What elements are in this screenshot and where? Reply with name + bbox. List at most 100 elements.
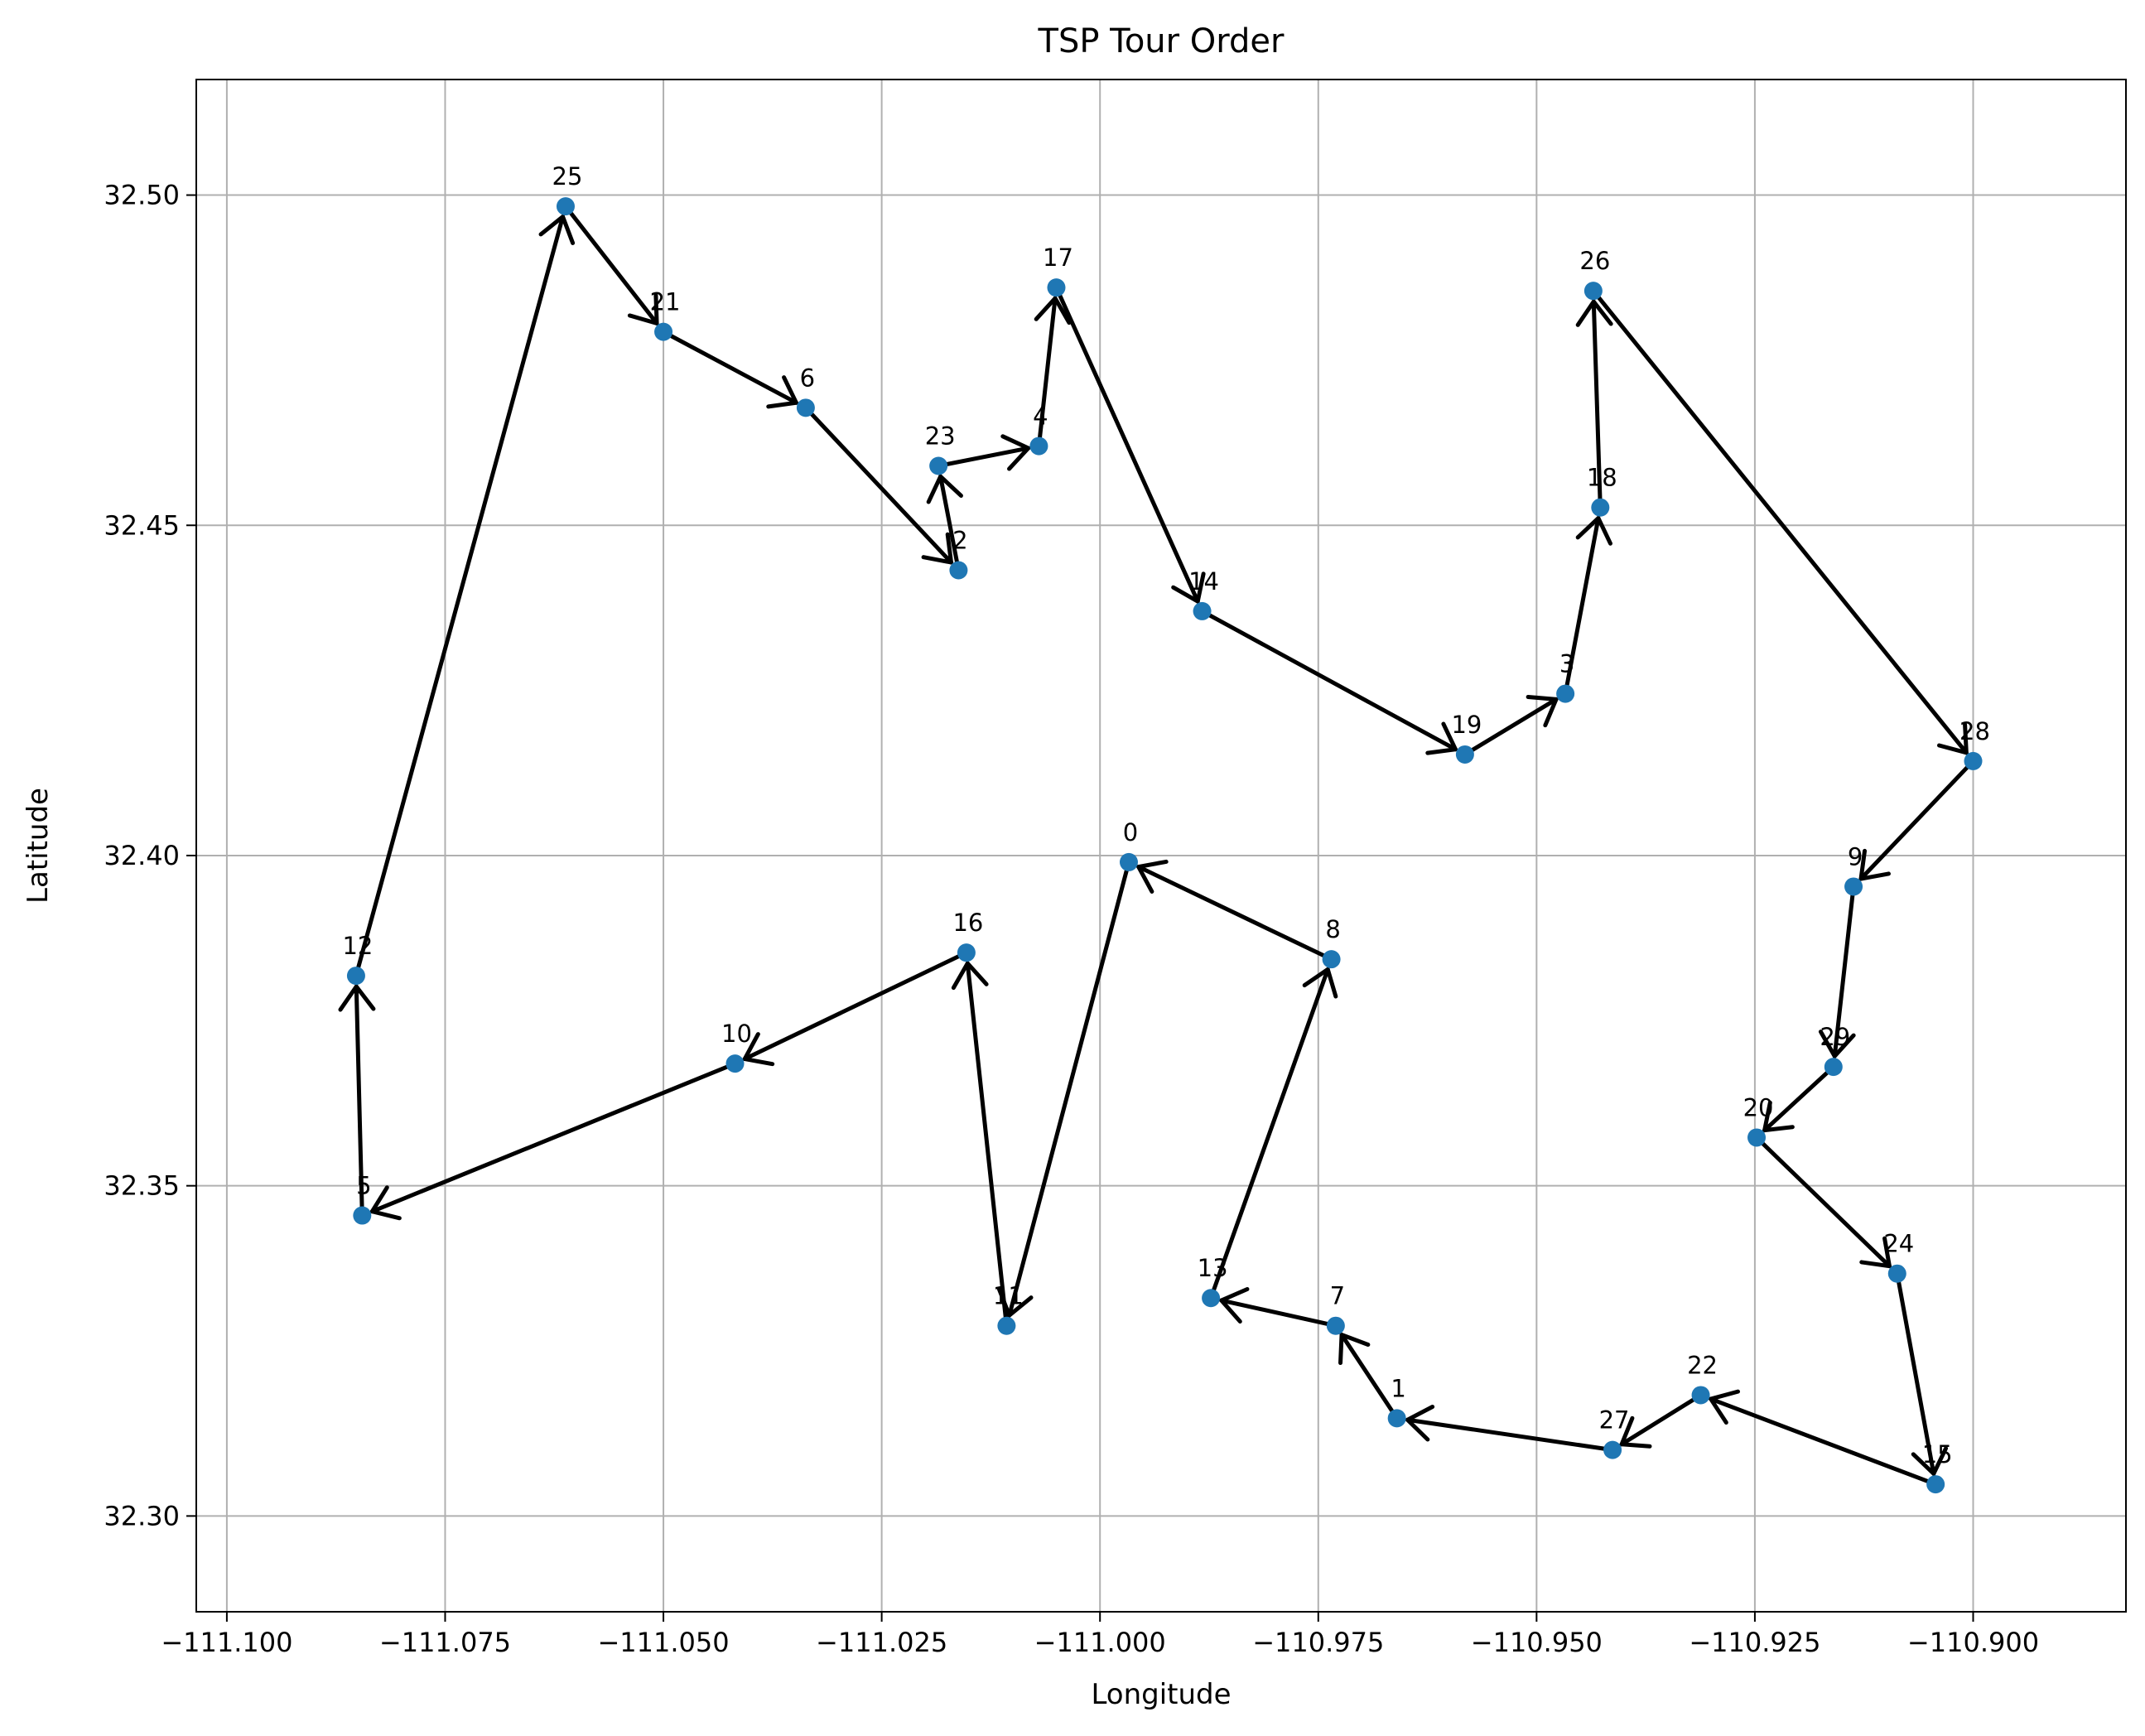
tour-arrowhead	[741, 1032, 775, 1067]
point-label: 18	[1587, 464, 1617, 492]
x-axis-title: Longitude	[1091, 1678, 1231, 1711]
tour-edge	[1036, 296, 1058, 449]
tour-edge	[742, 950, 969, 1062]
tour-edge	[1405, 1417, 1615, 1453]
x-tick-label: −110.900	[1907, 1627, 2039, 1658]
point-label: 1	[1391, 1374, 1405, 1402]
tour-point	[1387, 1409, 1406, 1428]
tour-arrowhead	[538, 213, 576, 245]
tour-edge	[1136, 865, 1334, 962]
point-label: 2	[952, 526, 967, 554]
tour-arrowhead	[1217, 1287, 1250, 1324]
tour-arrowhead	[951, 959, 989, 991]
x-tick-label: −111.100	[161, 1627, 292, 1658]
tour-arrowhead	[1000, 434, 1032, 471]
tour-arrowhead	[1526, 694, 1559, 728]
point-label: 20	[1743, 1093, 1774, 1121]
tour-edge	[563, 204, 659, 326]
point-label: 3	[1559, 650, 1574, 678]
tour-edges	[338, 204, 1975, 1487]
tour-edge	[1858, 759, 1975, 881]
tour-point	[1926, 1475, 1945, 1494]
point-label: 5	[356, 1172, 371, 1200]
tour-arrowhead	[1171, 571, 1206, 605]
point-label: 21	[650, 288, 681, 316]
tour-edge	[938, 474, 961, 572]
point-label: 17	[1043, 244, 1073, 272]
tour-arrowhead	[369, 1185, 402, 1221]
point-label: 29	[1820, 1023, 1850, 1051]
x-tick-label: −111.025	[816, 1627, 947, 1658]
tour-point	[1193, 601, 1212, 620]
y-tick-label: 32.30	[104, 1500, 180, 1531]
tour-arrowhead	[766, 375, 800, 409]
point-label: 6	[800, 364, 815, 392]
tour-edge	[1895, 1271, 1936, 1476]
tour-edge	[1591, 299, 1603, 510]
tour-point	[725, 1054, 745, 1073]
tour-edge	[1007, 860, 1131, 1318]
tour-arrowhead	[1859, 1236, 1892, 1269]
tour-edge	[661, 330, 798, 405]
tour-edge	[1339, 1333, 1400, 1420]
point-label: 14	[1188, 567, 1219, 596]
tour-point	[1047, 278, 1066, 297]
point-label: 12	[342, 932, 373, 960]
point-label: 27	[1599, 1406, 1630, 1435]
point-label: 8	[1325, 915, 1340, 943]
tour-arrowhead	[1338, 1332, 1371, 1366]
point-labels: 0123456789101112131415161718192021222324…	[342, 162, 1989, 1468]
tour-edge	[936, 446, 1031, 468]
tour-point	[1029, 436, 1048, 456]
y-tick-label: 32.50	[104, 180, 180, 211]
tour-edge	[1200, 609, 1458, 752]
tour-arrowhead	[1034, 294, 1072, 326]
tour-edge	[1591, 288, 1969, 755]
tour-arrowhead	[1575, 514, 1612, 546]
tour-edge	[1832, 884, 1856, 1058]
point-label: 0	[1123, 818, 1138, 846]
point-label: 16	[952, 909, 983, 937]
tour-arrowhead	[1936, 722, 1969, 756]
tour-arrowhead	[627, 292, 659, 326]
tour-edge	[1219, 1298, 1338, 1329]
tour-edge	[1053, 285, 1200, 604]
tour-arrowhead	[1302, 966, 1338, 999]
tour-edge	[354, 984, 364, 1218]
point-label: 7	[1330, 1282, 1345, 1310]
tour-point	[1322, 950, 1341, 969]
tour-point	[346, 967, 365, 986]
point-label: 24	[1883, 1230, 1914, 1258]
tour-point	[1824, 1058, 1843, 1077]
chart-title: TSP Tour Order	[1038, 22, 1285, 60]
tour-arrowhead	[1425, 721, 1459, 755]
tour-point	[556, 197, 575, 216]
tour-edge	[1762, 1064, 1836, 1133]
x-tick-label: −110.950	[1471, 1627, 1603, 1658]
tour-edge	[369, 1061, 738, 1214]
tour-arrowhead	[921, 532, 954, 566]
y-tick-label: 32.45	[104, 509, 180, 541]
tour-point	[1591, 498, 1610, 517]
tour-edge	[1463, 697, 1559, 757]
tour-point	[929, 456, 948, 475]
y-axis-title: Latitude	[22, 788, 55, 904]
tour-point	[1119, 852, 1138, 871]
x-tick-label: −110.975	[1252, 1627, 1384, 1658]
x-tick-label: −111.000	[1034, 1627, 1166, 1658]
point-label: 15	[1922, 1440, 1953, 1468]
tour-point	[1556, 684, 1575, 703]
tour-point	[1964, 751, 1983, 770]
point-label: 4	[1033, 403, 1048, 431]
tour-arrowhead	[1618, 1415, 1652, 1449]
y-tick-label: 32.35	[104, 1170, 180, 1202]
tour-point	[654, 322, 673, 341]
tour-edge	[1208, 967, 1330, 1300]
tour-arrowhead	[1858, 848, 1891, 882]
tour-point	[1691, 1386, 1710, 1405]
tour-arrowhead	[338, 982, 376, 1012]
point-label: 19	[1451, 711, 1482, 739]
tour-point	[997, 1316, 1016, 1335]
point-label: 13	[1198, 1254, 1228, 1282]
